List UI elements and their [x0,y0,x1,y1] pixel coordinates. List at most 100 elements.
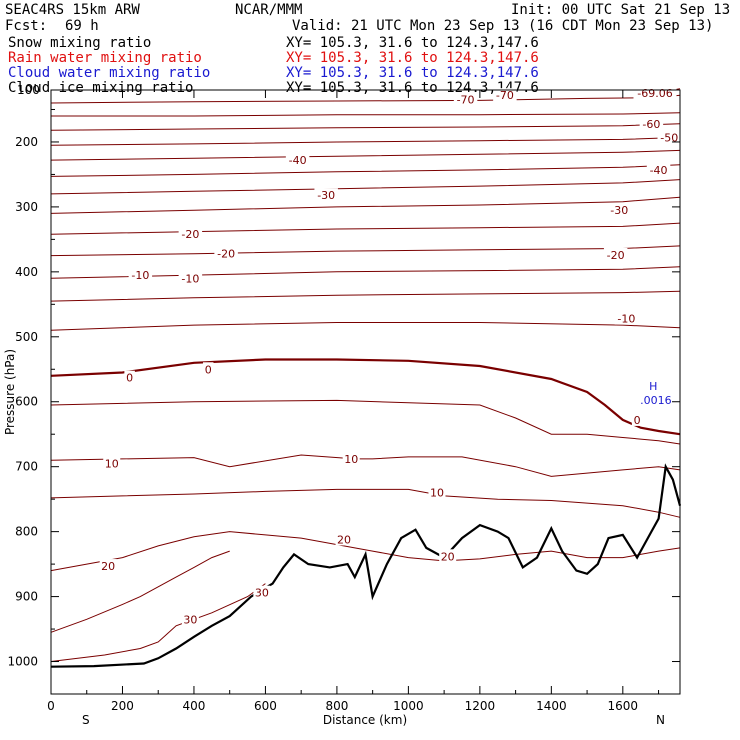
contour-label-15: 0 [126,372,133,385]
max-marker-symbol: H [649,380,657,393]
x-tick-label-0: 0 [47,699,55,713]
field-name-rain: Rain water mixing ratio [8,50,202,66]
isotherm-2 [51,112,681,117]
contour-label-bg-13 [178,271,203,285]
contour-label-17: 0 [634,414,641,427]
contour-label-0: -70 [457,94,475,107]
field-name-cloud-water: Cloud water mixing ratio [8,65,211,81]
valid-time: Valid: 21 UTC Mon 23 Sep 13 (16 CDT Mon … [292,18,714,34]
isotherm-3 [50,123,681,131]
isotherm-13 [50,322,681,331]
isotherm-7 [50,179,681,195]
isotherm-18 [50,531,681,572]
contour-label-bg-5 [285,153,310,167]
y-tick-label-3: 700 [15,460,38,474]
isotherm-15 [50,399,681,445]
terrain-line [50,463,682,668]
contour-label-21: 20 [101,560,115,573]
field-xy-cloud-ice: XY= 105.3, 31.6 to 124.3,147.6 [286,80,539,96]
isotherm-0 [50,94,681,104]
isotherm-12 [50,290,681,302]
contour-label-bg-0 [453,92,478,106]
contour-label-bg-3 [639,116,664,130]
contour-label-bg-7 [314,188,338,202]
contour-labels: -70 -70 -69.06 -60-50 -40 -40 -30 -30 -20 -20 -20 -… [99,86,682,626]
forecast-hour: 69 h [65,18,99,34]
isotherm-6 [50,164,681,177]
contour-label-bg-25 [253,585,271,599]
y-tick-label-1: 900 [15,590,38,604]
isotherm-20 [50,583,266,662]
contour-label-bg-8 [607,203,631,217]
x-tick-label-7: 1400 [536,699,567,713]
isotherm-9 [50,222,681,235]
contour-label-bg-17 [631,412,643,426]
field-name-cloud-ice: Cloud ice mixing ratio [8,80,194,96]
contour-label-4: -50 [660,131,678,144]
contour-label-24: 30 [183,613,197,626]
contour-label-bg-14 [614,311,639,325]
contour-label-16: 0 [205,363,212,376]
isotherm-11 [50,266,681,279]
contour-label-14: -10 [617,313,635,326]
isotherm-10 [50,245,681,257]
contour-label-8: -30 [610,204,628,217]
contour-label-bg-6 [646,162,671,176]
contour-label-23: 20 [441,550,455,563]
y-tick-label-4: 600 [15,395,38,409]
contour-label-bg-9 [178,227,203,241]
x-tick-label-5: 1000 [393,699,424,713]
terrain-layer [50,463,682,668]
contour-label-bg-19 [342,451,360,465]
isotherm-16 [50,454,681,477]
y-tick-label-8: 200 [15,135,38,149]
y-tick-label-0: 1000 [7,655,38,669]
isotherm-contours [50,88,681,662]
contour-label-bg-11 [603,247,628,261]
contour-label-10: -20 [217,248,235,261]
contour-label-12: -10 [131,269,149,282]
x-tick-label-8: 1600 [608,699,639,713]
contour-label-11: -20 [607,249,625,262]
isotherm-17 [50,488,681,518]
contour-label-22: 20 [337,533,351,546]
contour-label-bg-12 [128,268,153,282]
contour-label-bg-22 [335,532,353,546]
contour-label-bg-2 [633,86,677,100]
contour-label-13: -10 [181,272,199,285]
field-xy-snow: XY= 105.3, 31.6 to 124.3,147.6 [286,35,539,51]
contour-label-bg-20 [428,485,446,499]
field-name-snow: Snow mixing ratio [8,35,152,51]
x-tick-label-4: 800 [325,699,348,713]
isotherm-19 [50,550,230,633]
contour-label-bg-1 [493,88,517,102]
y-axis-label: Pressure (hPa) [3,349,17,435]
contour-label-bg-23 [439,549,457,563]
contour-label-1: -70 [496,89,514,102]
x-tick-label-2: 400 [183,699,206,713]
field-xy-rain: XY= 105.3, 31.6 to 124.3,147.6 [286,50,539,66]
x-axis-label: Distance (km) [323,713,407,727]
contour-label-bg-16 [203,362,214,376]
contour-label-bg-21 [99,559,117,573]
x-axis: 0 200 400 600 800 1000 1200 1400 1600 [47,90,660,713]
plot-border [50,89,681,695]
contour-label-20: 10 [430,487,444,500]
contour-label-5: -40 [289,154,307,167]
y-tick-label-5: 500 [15,330,38,344]
y-tick-label-7: 300 [15,200,38,214]
contour-label-3: -60 [642,118,660,131]
contour-label-2: -69.06 [637,87,672,100]
contour-label-bg-10 [214,246,238,260]
south-label: S [82,713,90,727]
isotherm-8 [50,196,681,214]
plot-frame [50,89,681,695]
org-label: NCAR/MMM [235,2,303,18]
contour-label-25: 30 [255,587,269,600]
contour-label-bg-15 [124,370,135,384]
y-tick-label-2: 800 [15,525,38,539]
x-tick-label-1: 200 [111,699,134,713]
contour-label-6: -40 [650,164,668,177]
